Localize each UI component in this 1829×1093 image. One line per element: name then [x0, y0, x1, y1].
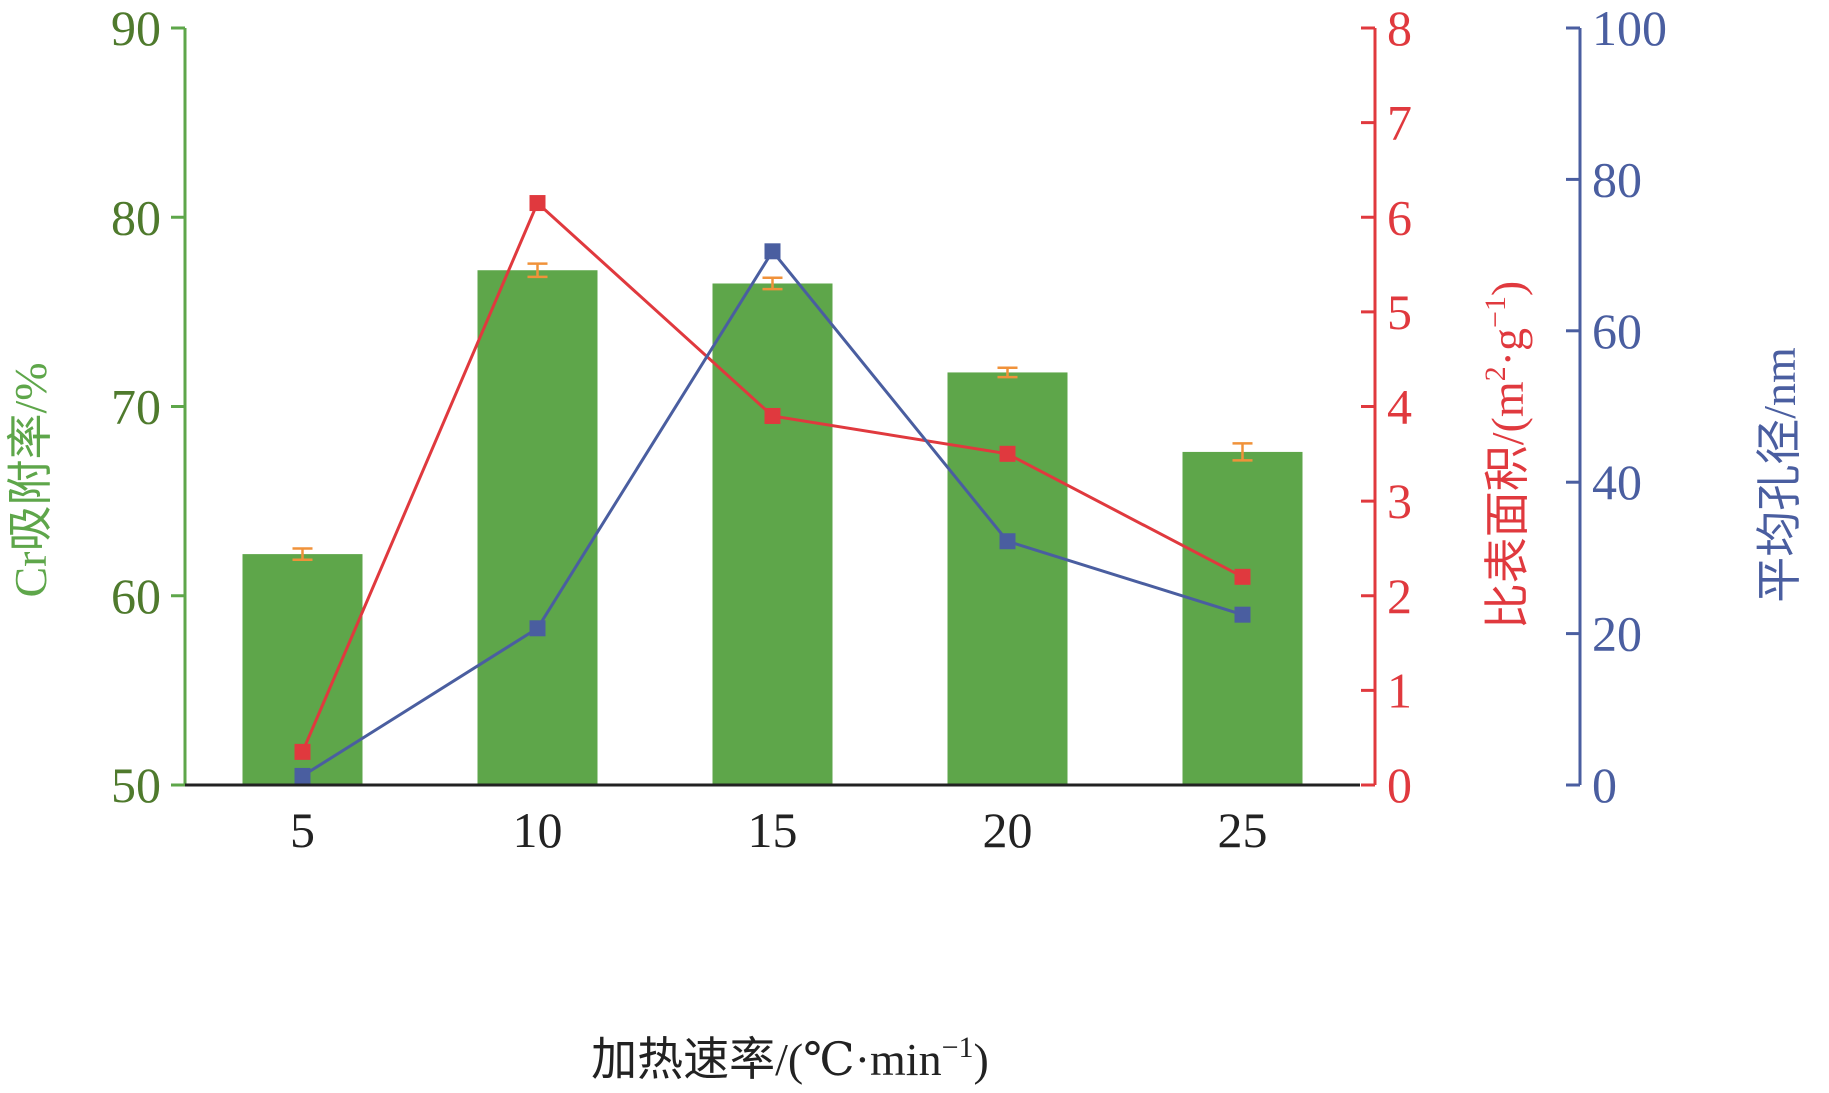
left-axis-title: Cr吸附率/%: [5, 362, 56, 597]
x-axis-tick-label: 5: [290, 802, 315, 858]
surface-area-point: [999, 445, 1016, 462]
right-axis-title-mid: ·g: [1482, 328, 1533, 366]
right-axis-tick-label: 7: [1387, 95, 1412, 151]
far-right-axis-tick-label: 100: [1592, 0, 1667, 56]
far-right-axis-title: 平均孔径/nm: [1754, 347, 1805, 603]
pore-size-point: [999, 533, 1016, 550]
right-axis-title-close: ): [1482, 281, 1533, 296]
x-axis-tick-label: 15: [748, 802, 798, 858]
x-axis: 5 10 15 20 25: [185, 783, 1360, 858]
bar-series: [242, 270, 1303, 785]
far-right-axis-tick-label: 60: [1592, 303, 1642, 359]
line-series: [294, 195, 1251, 784]
bar: [947, 372, 1068, 785]
pore-size-point: [529, 620, 546, 637]
x-axis-title-close: ): [974, 1034, 989, 1085]
right-axis-title-main: 比表面积/(m: [1482, 381, 1533, 629]
right-axis-tick-label: 4: [1387, 379, 1412, 435]
right-axis-tick-label: 6: [1387, 189, 1412, 245]
x-axis-tick-label: 20: [983, 802, 1033, 858]
surface-area-point: [529, 195, 546, 212]
far-right-axis-tick-label: 80: [1592, 151, 1642, 207]
left-axis-tick-label: 50: [111, 757, 161, 813]
left-y-axis: 50 60 70 80 90: [111, 0, 187, 813]
far-right-axis-tick-label: 20: [1592, 606, 1642, 662]
x-axis-tick-label: 10: [513, 802, 563, 858]
right-axis-title-sup2: −1: [1479, 296, 1512, 328]
x-axis-title: 加热速率/(℃·min−1): [591, 1031, 989, 1085]
right-y-axis: 0 1 2 3 4 5 6 7 8: [1361, 0, 1412, 813]
bar: [477, 270, 598, 785]
right-axis-tick-label: 3: [1387, 473, 1412, 529]
surface-area-point: [764, 407, 781, 424]
right-axis-tick-label: 5: [1387, 284, 1412, 340]
far-right-y-axis: 0 20 40 60 80 100: [1566, 0, 1667, 813]
left-axis-tick-label: 70: [111, 379, 161, 435]
left-axis-tick-label: 60: [111, 568, 161, 624]
pore-size-point: [294, 767, 311, 784]
x-axis-title-sup: −1: [942, 1031, 974, 1064]
pore-size-point: [1234, 606, 1251, 623]
error-bars: [292, 262, 1253, 562]
far-right-axis-tick-label: 0: [1592, 757, 1617, 813]
x-axis-tick-label: 25: [1218, 802, 1268, 858]
x-axis-title-main: 加热速率/(℃·min: [591, 1034, 941, 1085]
left-axis-tick-label: 90: [111, 0, 161, 56]
right-axis-title-sup1: 2: [1479, 366, 1512, 381]
surface-area-point: [1234, 568, 1251, 585]
left-axis-tick-label: 80: [111, 189, 161, 245]
right-axis-tick-label: 8: [1387, 0, 1412, 56]
right-axis-title: 比表面积/(m2·g−1): [1479, 281, 1533, 629]
right-axis-tick-label: 2: [1387, 568, 1412, 624]
right-axis-tick-label: 1: [1387, 662, 1412, 718]
surface-area-point: [294, 743, 311, 760]
pore-size-point: [764, 243, 781, 260]
right-axis-tick-label: 0: [1387, 757, 1412, 813]
far-right-axis-tick-label: 40: [1592, 454, 1642, 510]
bar: [712, 283, 833, 785]
